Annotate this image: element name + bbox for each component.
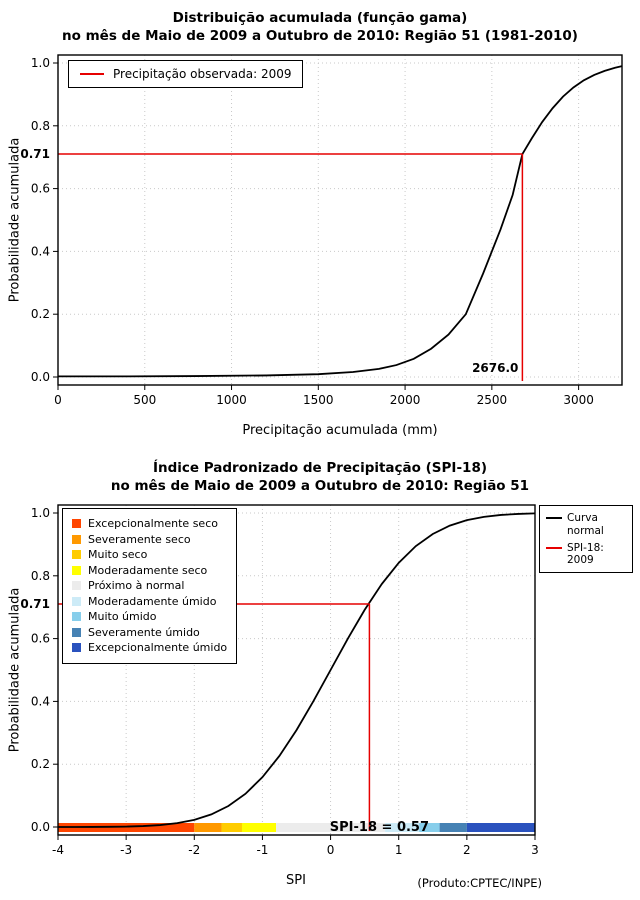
x-tick-label: -1 bbox=[256, 843, 268, 857]
x-tick-label: -4 bbox=[52, 843, 64, 857]
plot-border bbox=[57, 54, 623, 386]
cdf-curve bbox=[57, 512, 536, 828]
chart2-y-axis-label: Probabilidade acumulada bbox=[7, 587, 23, 753]
chart2-title-line2: no mês de Maio de 2009 a Outubro de 2010… bbox=[110, 478, 530, 494]
x-tick-label: 1 bbox=[395, 843, 403, 857]
category-swatch-icon bbox=[72, 534, 81, 544]
category-legend-item: Próximo à normal bbox=[72, 578, 227, 594]
y-tick-label: 1.0 bbox=[31, 506, 50, 520]
x-tick-label: 0 bbox=[327, 843, 335, 857]
chart1-title-line2: no mês de Maio de 2009 a Outubro de 2010… bbox=[62, 28, 578, 44]
category-label: Moderadamente seco bbox=[88, 563, 208, 577]
category-swatch-icon bbox=[72, 627, 81, 637]
y-tick-label: 0.2 bbox=[31, 757, 50, 771]
category-swatch-icon bbox=[72, 643, 81, 653]
chart2-x-axis-label: SPI bbox=[286, 873, 306, 888]
highlight-probability-label: 0.71 bbox=[20, 147, 50, 161]
y-tick-label: 0.0 bbox=[31, 370, 50, 384]
chart2-title: Índice Padronizado de Precipitação (SPI-… bbox=[0, 459, 640, 495]
spi-cdf-figure: -4 -3 -2 -1 0 1 2 3 0.0 0.2 0.4 0.6 0.8 1.0 0.71 SPI-18… bbox=[0, 450, 640, 900]
category-label: Próximo à normal bbox=[88, 579, 185, 592]
category-legend-item: Moderadamente úmido bbox=[72, 594, 227, 610]
y-tick-label: 0.4 bbox=[31, 244, 50, 258]
y-tick-label: 0.0 bbox=[31, 820, 50, 834]
x-tick-label: 2500 bbox=[477, 393, 508, 407]
black-line-sample-icon bbox=[546, 517, 562, 519]
plot-border bbox=[57, 504, 536, 836]
x-tick-label: -2 bbox=[188, 843, 200, 857]
category-label: Excepcionalmente seco bbox=[88, 517, 218, 530]
red-line-sample-icon bbox=[80, 73, 104, 75]
cdf-curve bbox=[58, 65, 623, 378]
category-legend-item: Severamente seco bbox=[72, 532, 227, 548]
x-tick-label: 3000 bbox=[563, 393, 594, 407]
observed-precipitation-legend-label: Precipitação observada: 2009 bbox=[113, 67, 292, 81]
y-tick-label: 0.6 bbox=[31, 182, 50, 196]
curves-legend: Curva normal SPI-18: 2009 bbox=[539, 505, 633, 573]
category-swatch-icon bbox=[72, 581, 81, 591]
category-legend-item: Moderadamente seco bbox=[72, 563, 227, 579]
category-label: Excepcionalmente úmido bbox=[88, 641, 228, 654]
red-line-sample-icon bbox=[546, 547, 562, 549]
category-legend-item: Muito úmido bbox=[72, 609, 227, 625]
spi-category-bar-segment bbox=[466, 823, 535, 832]
x-tick-label: 0 bbox=[54, 393, 62, 407]
legend-item-normal-curve: Curva normal bbox=[546, 512, 626, 538]
x-tick-label: 500 bbox=[133, 393, 156, 407]
x-tick-label: 2000 bbox=[390, 393, 421, 407]
spi-category-bar-segment bbox=[241, 823, 277, 832]
spi-category-bar-segment bbox=[58, 823, 195, 832]
x-tick-label: 2 bbox=[463, 843, 471, 857]
spi-category-bar-segment bbox=[276, 823, 386, 832]
category-label: Muito seco bbox=[88, 548, 148, 561]
spi-2009-legend-label: SPI-18: 2009 bbox=[567, 542, 604, 566]
spi-category-bar-segment bbox=[221, 823, 242, 832]
observed-precipitation-legend: Precipitação observada: 2009 bbox=[68, 60, 304, 88]
category-legend-item: Excepcionalmente seco bbox=[72, 516, 227, 532]
y-tick-label: 0.8 bbox=[31, 119, 50, 133]
spi-category-bar-segment bbox=[419, 823, 440, 832]
spi-category-legend: Excepcionalmente seco Severamente seco Mui… bbox=[62, 508, 238, 664]
chart2-title-line1: Índice Padronizado de Precipitação (SPI-… bbox=[152, 460, 488, 476]
gamma-cdf-plot: 0 500 1000 1500 2000 2500 3000 0.0 0.2 0.4 0.6 0.8 1… bbox=[20, 54, 623, 407]
normal-curve-legend-label: Curva normal bbox=[567, 512, 604, 537]
y-tick-label: 0.8 bbox=[31, 569, 50, 583]
legend-item-spi-2009: SPI-18: 2009 bbox=[546, 542, 626, 566]
x-tick-label: -3 bbox=[120, 843, 132, 857]
x-tick-label: 1000 bbox=[216, 393, 247, 407]
y-tick-label: 0.4 bbox=[31, 694, 50, 708]
spi-cdf-plot: -4 -3 -2 -1 0 1 2 3 0.0 0.2 0.4 0.6 0.8 1.0 0.71 SPI-18… bbox=[20, 504, 539, 857]
chart1-x-axis-label: Precipitação acumulada (mm) bbox=[242, 423, 438, 438]
producer-credit: (Produto:CPTEC/INPE) bbox=[417, 876, 542, 890]
category-swatch-icon bbox=[72, 596, 81, 606]
chart1-title-line1: Distribuição acumulada (função gama) bbox=[172, 10, 468, 26]
category-label: Moderadamente úmido bbox=[88, 594, 217, 608]
category-swatch-icon bbox=[72, 550, 81, 560]
y-tick-label: 0.2 bbox=[31, 307, 50, 321]
y-tick-label: 1.0 bbox=[31, 56, 50, 70]
category-legend-item: Muito seco bbox=[72, 547, 227, 563]
category-label: Severamente úmido bbox=[88, 625, 200, 639]
highlight-probability-label: 0.71 bbox=[20, 597, 50, 611]
x-tick-label: 1500 bbox=[303, 393, 334, 407]
category-legend-item: Excepcionalmente úmido bbox=[72, 640, 227, 656]
chart1-y-axis-label: Probabilidade acumulada bbox=[7, 137, 23, 303]
chart1-title: Distribuição acumulada (função gama) no … bbox=[0, 9, 640, 45]
category-swatch-icon bbox=[72, 612, 81, 622]
category-label: Muito úmido bbox=[88, 610, 157, 623]
x-tick-label: 3 bbox=[531, 843, 539, 857]
spi-value-annotation: SPI-18 = 0.57 bbox=[330, 820, 429, 835]
spi-category-bar-segment bbox=[385, 823, 420, 832]
highlight-precipitation-label: 2676.0 bbox=[472, 361, 518, 375]
category-swatch-icon bbox=[72, 565, 81, 575]
spi-category-bar-segment bbox=[194, 823, 222, 832]
gamma-cdf-figure: 0 500 1000 1500 2000 2500 3000 0.0 0.2 0.4 0.6 0.8 1… bbox=[0, 9, 640, 438]
y-tick-label: 0.6 bbox=[31, 632, 50, 646]
spi-category-bar-segment bbox=[439, 823, 467, 832]
category-label: Severamente seco bbox=[88, 532, 191, 546]
category-swatch-icon bbox=[72, 519, 81, 529]
category-legend-item: Severamente úmido bbox=[72, 625, 227, 641]
